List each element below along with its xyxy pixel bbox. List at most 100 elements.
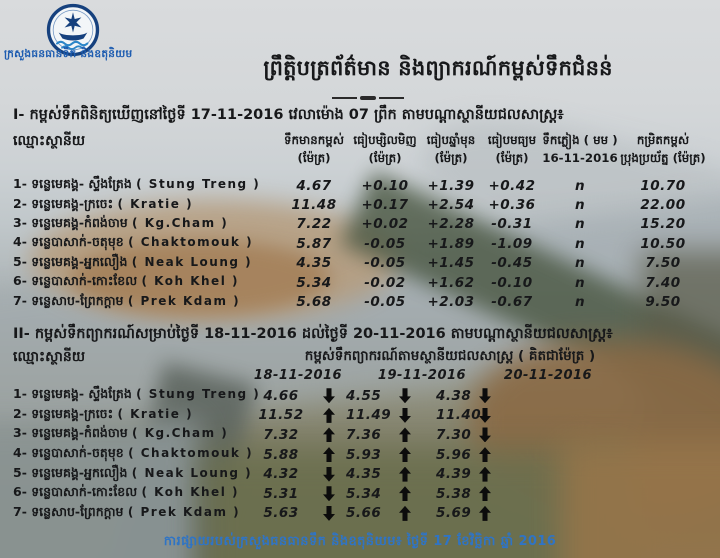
trend-down-icon — [312, 505, 346, 521]
station-name-latin: ( Kratie ) — [117, 406, 194, 421]
station-name-latin: ( Stung Treng ) — [136, 177, 261, 192]
value-cell: n — [574, 216, 586, 233]
value-cell: 15.20 — [640, 216, 686, 233]
trend-up-icon — [312, 447, 346, 463]
observation-row: 6- ទន្លេបាសាក់-កោះខែល ( Koh Khel ) 5.34 -0… — [0, 273, 720, 292]
value-cell: 10.70 — [640, 177, 686, 194]
value-cell: -0.05 — [364, 235, 406, 252]
value-cell: n — [574, 294, 586, 311]
forecast-value: 5.96 — [436, 446, 472, 463]
value-cell: -0.05 — [364, 294, 406, 311]
photo-sandbar-layer — [70, 240, 330, 315]
station-name-latin: ( Chaktomouk ) — [128, 446, 254, 461]
value-cell: +1.45 — [427, 255, 475, 272]
forecast-row: 3- ទន្លេមេគង្គ-កំពង់ចាម ( Kg.Cham ) 7.32 7… — [0, 425, 720, 445]
forecast-value: 11.40 — [436, 407, 482, 424]
trend-down-icon — [374, 388, 436, 404]
forecast-value: 7.36 — [346, 426, 382, 443]
trend-up-icon — [374, 447, 436, 463]
station-name-latin: ( Chaktomouk ) — [128, 235, 254, 250]
value-cell: -0.67 — [491, 294, 533, 311]
forecast-row: 2- ទន្លេមេគង្គ-ក្រចេះ ( Kratie ) 11.52 11.… — [0, 406, 720, 426]
value-cell: 5.34 — [296, 274, 332, 291]
forecast-row: 6- ទន្លេបាសាក់-កោះខែល ( Koh Khel ) 5.31 5.… — [0, 484, 720, 504]
trend-up-icon — [374, 427, 436, 443]
forecast-value: 11.49 — [346, 407, 392, 424]
station-name-khmer: 4- ទន្លេបាសាក់-ចតុមុខ — [13, 445, 129, 461]
station-name: 4- ទន្លេបាសាក់-ចតុមុខ ( Chaktomouk ) — [0, 234, 278, 253]
trend-down-icon — [470, 427, 500, 443]
station-name-latin: ( Prek Kdam ) — [127, 504, 241, 519]
column-header: ធៀបឆ្នាំមុន (ម៉ែត្រ) — [420, 131, 482, 168]
station-name-latin: ( Neak Loung ) — [131, 465, 253, 480]
station-column-label: ឈ្មោះស្ថានីយ — [13, 349, 86, 365]
observation-row: 2- ទន្លេមេគង្គ-ក្រចេះ ( Kratie ) 11.48 +0.… — [0, 195, 720, 214]
station-name: 7- ទន្លេសាប-ព្រែកក្ដាម ( Prek Kdam ) — [0, 504, 250, 523]
value-cell: n — [574, 235, 586, 252]
forecast-value: 5.66 — [346, 505, 382, 522]
value-cell: +1.89 — [427, 235, 475, 252]
value-cell: 7.40 — [645, 274, 681, 291]
forecast-value: 4.38 — [436, 387, 472, 404]
station-name: 6- ទន្លេបាសាក់-កោះខែល ( Koh Khel ) — [0, 273, 278, 292]
forecast-date: 18-11-2016 — [253, 368, 343, 383]
observation-table: 1- ទន្លេមេគង្គ- ស្ទឹងត្រែង ( Stung Treng… — [0, 176, 720, 312]
value-cell: -0.10 — [491, 274, 533, 291]
trend-up-icon — [374, 505, 436, 521]
value-cell: n — [574, 197, 586, 214]
value-cell: 22.00 — [640, 197, 686, 214]
column-header-line2: (ម៉ែត្រ) — [368, 151, 402, 166]
trend-down-icon — [312, 486, 346, 502]
station-name-khmer: 7- ទន្លេសាប-ព្រែកក្ដាម — [13, 292, 128, 308]
column-header-line2: (ម៉ែត្រ) — [297, 151, 331, 166]
station-name-khmer: 5- ទន្លេមេគង្គ-អ្នកលឿង — [13, 253, 132, 269]
forecast-table-caption: កម្ពស់ទឹកព្យាករណ៍តាមស្ថានីយជលសាស្ត្រ ( គ… — [304, 348, 596, 364]
station-name: 6- ទន្លេបាសាក់-កោះខែល ( Koh Khel ) — [0, 484, 250, 503]
value-cell: -1.09 — [491, 235, 533, 252]
station-name-khmer: 2- ទន្លេមេគង្គ-ក្រចេះ — [13, 405, 118, 421]
forecast-value: 4.32 — [263, 466, 299, 483]
forecast-date: 19-11-2016 — [377, 368, 467, 383]
trend-up-icon — [470, 447, 500, 463]
station-name: 1- ទន្លេមេគង្គ- ស្ទឹងត្រែង ( Stung Treng… — [0, 386, 259, 405]
column-header-line1: ទឹកភ្លៀង ( មម ) — [542, 133, 618, 147]
station-name: 2- ទន្លេមេគង្គ-ក្រចេះ ( Kratie ) — [0, 406, 250, 425]
trend-up-icon — [374, 486, 436, 502]
station-name: 7- ទន្លេសាប-ព្រែកក្ដាម ( Prek Kdam ) — [0, 293, 278, 312]
column-header-line2: (ម៉ែត្រ) — [495, 151, 529, 166]
trend-down-icon — [312, 388, 346, 404]
trend-up-icon — [470, 505, 500, 521]
station-name-latin: ( Kg.Cham ) — [132, 426, 229, 441]
column-header-line1: ធៀបម្សិលមិញ — [353, 133, 417, 147]
column-header: ទឹកភ្លៀង ( មម ) 16-11-2016 — [542, 131, 618, 168]
value-cell: 4.35 — [296, 255, 332, 272]
forecast-value: 5.34 — [346, 485, 382, 502]
ministry-emblem-logo — [46, 3, 100, 57]
publisher-footer: ការផ្សាយរបស់ក្រសួងធនធានទឹក និងឧតុនិយម៖ ថ… — [163, 534, 557, 549]
value-cell: +2.28 — [427, 216, 475, 233]
station-name: 5- ទន្លេមេគង្គ-អ្នកលឿង ( Neak Loung ) — [0, 465, 253, 484]
value-cell: 5.87 — [296, 235, 332, 252]
column-header: ទឹកមានកម្ពស់ (ម៉ែត្រ) — [278, 131, 350, 168]
forecast-dates-row: 18-11-2016 19-11-2016 20-11-2016 — [0, 368, 720, 383]
ministry-name: ក្រសួងធនធានទឹក និងឧតុនិយម — [4, 48, 133, 60]
column-header: ធៀបមធ្យម (ម៉ែត្រ) — [482, 131, 542, 168]
value-cell: +1.62 — [427, 274, 475, 291]
column-header-line2: (ម៉ែត្រ) — [434, 151, 468, 166]
photo-field-layer — [560, 440, 720, 558]
station-name-latin: ( Prek Kdam ) — [127, 293, 241, 308]
column-header-line2: 16-11-2016 — [542, 151, 618, 166]
station-name-khmer: 3- ទន្លេមេគង្គ-កំពង់ចាម — [13, 214, 133, 230]
bulletin-title: ព្រឹត្តិបត្រព័ត៌មាន និងព្យាករណ៍កម្ពស់ទឹក… — [263, 56, 613, 80]
forecast-value: 7.32 — [263, 426, 299, 443]
station-name-khmer: 1- ទន្លេមេគង្គ- ស្ទឹងត្រែង — [13, 386, 137, 402]
value-cell: +0.02 — [361, 216, 409, 233]
forecast-row: 4- ទន្លេបាសាក់-ចតុមុខ ( Chaktomouk ) 5.88… — [0, 445, 720, 465]
value-cell: +1.39 — [427, 177, 475, 194]
forecast-row: 1- ទន្លេមេគង្គ- ស្ទឹងត្រែង ( Stung Treng… — [0, 386, 720, 406]
station-name-latin: ( Kratie ) — [117, 196, 194, 211]
value-cell: n — [574, 177, 586, 194]
section2-heading: II- កម្ពស់ទឹកព្យាករណ៍សម្រាប់ថ្ងៃទី 18-11… — [13, 326, 613, 342]
value-cell: 5.68 — [296, 294, 332, 311]
